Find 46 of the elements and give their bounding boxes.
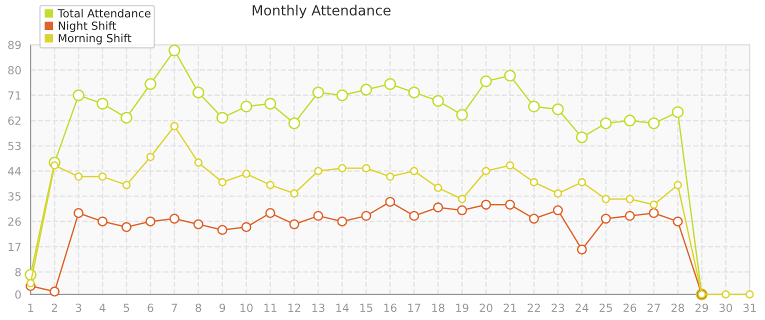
x-tick-label: 25 — [600, 304, 612, 312]
y-tick-label: 17 — [8, 242, 21, 251]
x-tick-label: 5 — [124, 304, 130, 312]
x-tick-label: 28 — [672, 304, 684, 312]
x-tick-label: 12 — [288, 304, 300, 312]
y-tick-label: 89 — [8, 40, 21, 50]
x-tick-label: 15 — [360, 304, 372, 312]
y-tick-label: 62 — [8, 116, 20, 125]
x-tick-label: 9 — [220, 304, 226, 312]
y-tick-label: 26 — [8, 217, 21, 226]
x-tick-label: 10 — [240, 304, 253, 312]
x-tick-label: 26 — [624, 304, 636, 312]
x-tick-label: 16 — [384, 304, 397, 312]
x-tick-label: 7 — [172, 304, 178, 312]
x-tick-label: 21 — [504, 304, 516, 312]
y-tick-label: 0 — [15, 290, 21, 299]
x-tick-label: 17 — [408, 304, 420, 312]
x-tick-label: 14 — [336, 304, 349, 312]
x-tick-label: 30 — [720, 304, 732, 312]
y-tick-label: 53 — [8, 142, 21, 150]
chart-title: Monthly Attendance — [252, 4, 390, 18]
x-tick-label: 4 — [100, 304, 106, 312]
x-tick-label: 18 — [432, 304, 444, 312]
x-tick-label: 13 — [312, 304, 324, 312]
y-tick-label: 80 — [8, 66, 21, 74]
x-tick-label: 19 — [456, 304, 468, 312]
y-tick-label: 35 — [8, 192, 21, 201]
x-tick-label: 6 — [148, 304, 154, 312]
y-tick-label: 71 — [8, 91, 21, 100]
x-tick-label: 29 — [696, 304, 708, 312]
x-tick-label: 24 — [576, 304, 588, 312]
x-tick-label: 22 — [528, 304, 540, 312]
x-tick-label: 31 — [743, 304, 756, 312]
x-tick-label: 27 — [648, 304, 660, 312]
x-tick-label: 3 — [76, 304, 82, 312]
x-tick-label: 8 — [196, 304, 202, 312]
legend-label: Night Shift — [58, 21, 116, 32]
y-tick-label: 44 — [8, 167, 21, 176]
x-tick-label: 2 — [52, 304, 57, 312]
x-tick-label: 23 — [552, 304, 564, 312]
legend-label: Morning Shift — [58, 34, 132, 44]
y-tick-label: 8 — [15, 268, 21, 276]
x-tick-label: 11 — [264, 304, 276, 312]
x-tick-label: 20 — [480, 304, 492, 312]
x-tick-label: 1 — [28, 304, 34, 312]
legend-label: Total Attendance — [58, 8, 150, 18]
